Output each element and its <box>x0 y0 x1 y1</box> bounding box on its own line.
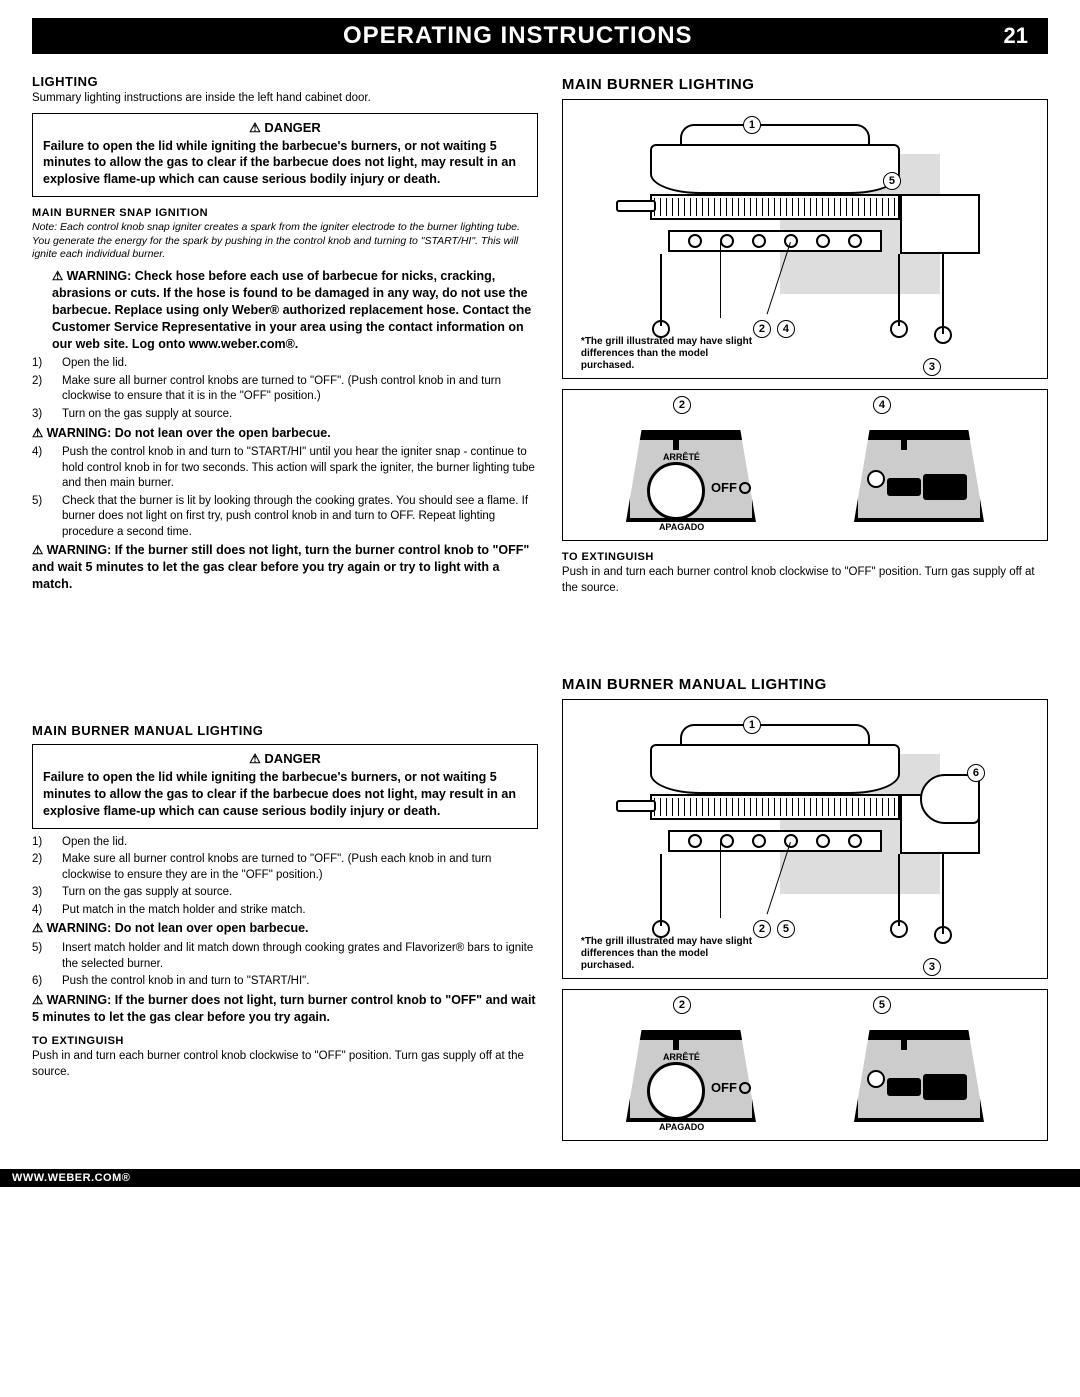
manual-lighting-fig-heading: MAIN BURNER MANUAL LIGHTING <box>562 676 1048 693</box>
steps-list-1: 1)Open the lid. 2)Make sure all burner c… <box>32 356 538 422</box>
warning-lean-1: ⚠ WARNING: Do not lean over the open bar… <box>32 425 538 442</box>
extinguish-heading-r: TO EXTINGUISH <box>562 551 1048 563</box>
step: 1)Open the lid. <box>32 835 538 851</box>
igniter-knob-diagram <box>839 430 999 550</box>
control-knob-diagram: ARRÊTÉ OFF APAGADO <box>611 430 771 550</box>
danger-title-1: ⚠ DANGER <box>43 120 527 136</box>
warning-still-2: ⚠ WARNING: If the burner does not light,… <box>32 992 538 1026</box>
steps-list-2b: 5)Insert match holder and lit match down… <box>32 941 538 990</box>
callout-knob2-5: 5 <box>873 996 891 1014</box>
right-column: MAIN BURNER LIGHTING <box>562 64 1048 1151</box>
two-column-layout: LIGHTING Summary lighting instructions a… <box>32 64 1048 1151</box>
danger-title-2: ⚠ DANGER <box>43 751 527 767</box>
callout-knob2-2: 2 <box>673 996 691 1014</box>
figure-grill-1: 1 5 2 4 3 *The grill illustrated may hav… <box>562 99 1048 379</box>
step: 5)Insert match holder and lit match down… <box>32 941 538 972</box>
snap-ignition-note: Note: Each control knob snap igniter cre… <box>32 221 538 262</box>
left-column: LIGHTING Summary lighting instructions a… <box>32 64 538 1151</box>
extinguish-text-r: Push in and turn each burner control kno… <box>562 565 1048 596</box>
danger-text-1: Failure to open the lid while igniting t… <box>43 138 527 189</box>
grill-illustration-2 <box>620 714 990 944</box>
lighting-summary: Summary lighting instructions are inside… <box>32 91 538 107</box>
header-bar: OPERATING INSTRUCTIONS 21 <box>32 18 1048 54</box>
hand-icon <box>920 774 1010 854</box>
callout-3: 3 <box>923 358 941 376</box>
step: 3)Turn on the gas supply at source. <box>32 885 538 901</box>
step: 5)Check that the burner is lit by lookin… <box>32 494 538 541</box>
footer-url: WWW.WEBER.COM® <box>12 1172 130 1184</box>
igniter-knob-diagram-2 <box>839 1030 999 1150</box>
step: 2)Make sure all burner control knobs are… <box>32 374 538 405</box>
figure-knobs-1: 2 4 ARRÊTÉ OFF APAGADO <box>562 389 1048 541</box>
step: 4)Put match in the match holder and stri… <box>32 903 538 919</box>
warning-still-1: ⚠ WARNING: If the burner still does not … <box>32 542 538 593</box>
step: 3)Turn on the gas supply at source. <box>32 407 538 423</box>
danger-text-2: Failure to open the lid while igniting t… <box>43 769 527 820</box>
callout2-6: 6 <box>967 764 985 782</box>
warning-hose: ⚠ WARNING: Check hose before each use of… <box>32 268 538 352</box>
callout2-5: 5 <box>777 920 795 938</box>
grill-illustration <box>620 114 990 344</box>
page-number: 21 <box>1004 23 1028 49</box>
figure-knobs-2: 2 5 ARRÊTÉ OFF APAGADO <box>562 989 1048 1141</box>
footer-bar: WWW.WEBER.COM® <box>0 1169 1080 1187</box>
danger-box-1: ⚠ DANGER Failure to open the lid while i… <box>32 113 538 198</box>
manual-lighting-heading-l: MAIN BURNER MANUAL LIGHTING <box>32 723 538 738</box>
callout-knob-2: 2 <box>673 396 691 414</box>
extinguish-heading-l: TO EXTINGUISH <box>32 1035 538 1047</box>
main-burner-lighting-fig-heading: MAIN BURNER LIGHTING <box>562 76 1048 93</box>
callout2-1: 1 <box>743 716 761 734</box>
snap-ignition-heading: MAIN BURNER SNAP IGNITION <box>32 207 538 219</box>
callout-1: 1 <box>743 116 761 134</box>
danger-box-2: ⚠ DANGER Failure to open the lid while i… <box>32 744 538 829</box>
steps-list-2: 1)Open the lid. 2)Make sure all burner c… <box>32 835 538 919</box>
callout-knob-4: 4 <box>873 396 891 414</box>
extinguish-text-l: Push in and turn each burner control kno… <box>32 1049 538 1080</box>
step: 1)Open the lid. <box>32 356 538 372</box>
step: 4)Push the control knob in and turn to "… <box>32 445 538 492</box>
lighting-heading: LIGHTING <box>32 74 538 89</box>
step: 6)Push the control knob in and turn to "… <box>32 974 538 990</box>
figure-note-2: *The grill illustrated may have slight d… <box>581 936 761 972</box>
callout-4: 4 <box>777 320 795 338</box>
callout2-3: 3 <box>923 958 941 976</box>
warning-lean-2: ⚠ WARNING: Do not lean over open barbecu… <box>32 920 538 937</box>
control-knob-diagram-2: ARRÊTÉ OFF APAGADO <box>611 1030 771 1150</box>
step: 2)Make sure all burner control knobs are… <box>32 852 538 883</box>
figure-grill-2: 1 6 2 5 3 *The grill illustrated may hav… <box>562 699 1048 979</box>
callout-5: 5 <box>883 172 901 190</box>
steps-list-1b: 4)Push the control knob in and turn to "… <box>32 445 538 540</box>
page-title: OPERATING INSTRUCTIONS <box>32 22 1004 50</box>
figure-note-1: *The grill illustrated may have slight d… <box>581 336 761 372</box>
